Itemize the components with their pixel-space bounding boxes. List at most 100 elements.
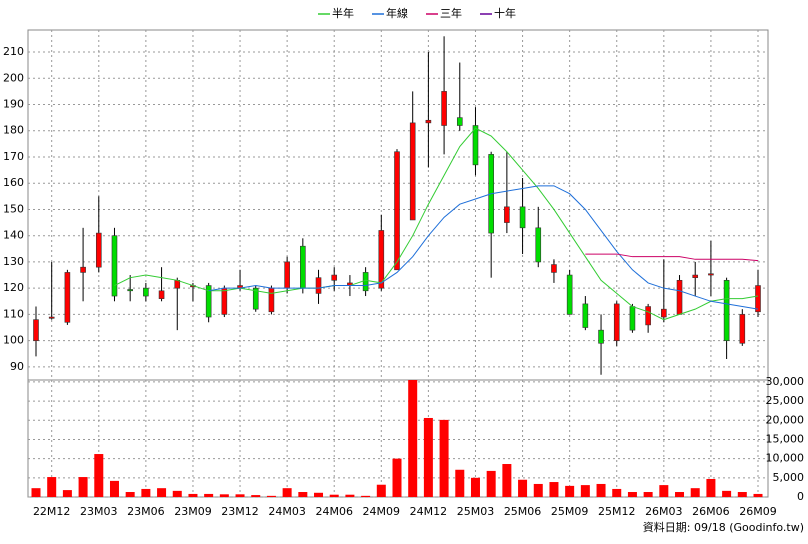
candle-body [755, 285, 761, 313]
volume-bar [627, 492, 637, 497]
v-tick-label: 5,000 [773, 471, 805, 484]
ma-line [585, 253, 759, 262]
volume-bar [235, 494, 245, 497]
y-tick-label: 190 [3, 98, 24, 111]
x-tick-label: 23M09 [174, 505, 212, 518]
volume-bar [690, 488, 700, 497]
candle-body [645, 306, 651, 326]
candle-body [613, 303, 620, 341]
volume-bar [314, 492, 324, 497]
volume-bar [518, 479, 528, 497]
candle-body [409, 122, 416, 221]
legend-label: 三年 [440, 6, 462, 20]
candle-body [221, 287, 228, 315]
candle-body [676, 279, 683, 315]
volume-bar [298, 492, 308, 497]
candle-body [268, 287, 275, 313]
v-tick-label: 0 [797, 490, 804, 503]
candle-body [378, 230, 385, 289]
volume-bar [376, 484, 386, 497]
y-tick-label: 120 [3, 281, 24, 294]
volume-bar [423, 417, 433, 497]
volume-bar [596, 483, 606, 497]
x-tick-label: 24M09 [363, 505, 401, 518]
volume-bar [282, 488, 292, 497]
candle-body [64, 272, 71, 323]
y-tick-label: 140 [3, 229, 24, 242]
candle-body [598, 329, 604, 344]
y-tick-label: 200 [3, 71, 24, 84]
volume-bar [675, 492, 685, 497]
ma-line [208, 185, 759, 310]
x-tick-label: 25M12 [598, 505, 636, 518]
volume-bar [439, 419, 449, 497]
volume-bar [565, 485, 575, 497]
y-tick-label: 150 [3, 202, 24, 215]
candle-body [708, 273, 714, 276]
candle-body [300, 245, 306, 289]
x-tick-label: 26M09 [739, 505, 777, 518]
volume-bar [157, 488, 167, 497]
volume-bar [188, 493, 198, 497]
candle-body [205, 285, 212, 318]
volume-bar [549, 482, 559, 497]
y-tick-label: 170 [3, 150, 24, 163]
x-tick-label: 26M06 [692, 505, 730, 518]
x-tick-label: 23M03 [80, 505, 118, 518]
volume-bar [62, 490, 72, 497]
legend-label: 半年 [332, 6, 354, 20]
y-tick-label: 130 [3, 255, 24, 268]
v-tick-label: 15,000 [766, 432, 805, 445]
candle-body [252, 287, 259, 310]
candle-body [661, 308, 667, 318]
volume-bar [486, 470, 496, 497]
volume-bar [612, 488, 622, 497]
candle-body [95, 232, 102, 268]
y-tick-label: 180 [3, 124, 24, 137]
volume-bar [737, 492, 747, 497]
candle-body [80, 266, 86, 273]
candle-body [394, 151, 400, 271]
x-tick-label: 23M06 [127, 505, 165, 518]
footnote: 資料日期: 09/18 (Goodinfo.tw) [643, 520, 804, 534]
x-tick-label: 25M09 [551, 505, 589, 518]
candle-body [472, 125, 479, 166]
volume-bar [361, 495, 371, 497]
volume-bar [753, 493, 763, 497]
x-tick-label: 26M03 [645, 505, 683, 518]
candle-body [425, 119, 432, 124]
volume-bar [706, 478, 716, 497]
volume-bar [659, 485, 669, 497]
volume-bar [408, 380, 418, 497]
volume-bar [345, 494, 355, 497]
volume-bar [329, 494, 339, 497]
candle-body [519, 206, 526, 229]
candle-body [143, 287, 149, 297]
volume-bar [219, 494, 229, 497]
volume-bar [125, 492, 135, 497]
candle-body [127, 289, 133, 292]
volume-bar [455, 469, 465, 497]
volume-bar [31, 488, 41, 497]
volume-bar [533, 483, 543, 497]
legend-label: 十年 [494, 6, 516, 20]
volume-bar [94, 454, 104, 497]
candle-body [456, 117, 463, 126]
volume-bar [141, 488, 151, 497]
volume-bar [172, 490, 182, 497]
candle-body [33, 319, 39, 341]
volume-bar [392, 458, 402, 497]
x-tick-label: 24M12 [410, 505, 448, 518]
candle-body [48, 316, 55, 319]
v-tick-label: 10,000 [766, 452, 805, 465]
volume-bar [722, 490, 732, 497]
x-tick-label: 24M03 [268, 505, 306, 518]
candle-body [362, 272, 369, 292]
x-tick-label: 24M06 [315, 505, 353, 518]
candle-body [629, 306, 636, 331]
candle-body [111, 235, 118, 297]
candle-body [582, 303, 589, 328]
x-tick-label: 22M12 [33, 505, 71, 518]
y-tick-label: 110 [3, 307, 24, 320]
